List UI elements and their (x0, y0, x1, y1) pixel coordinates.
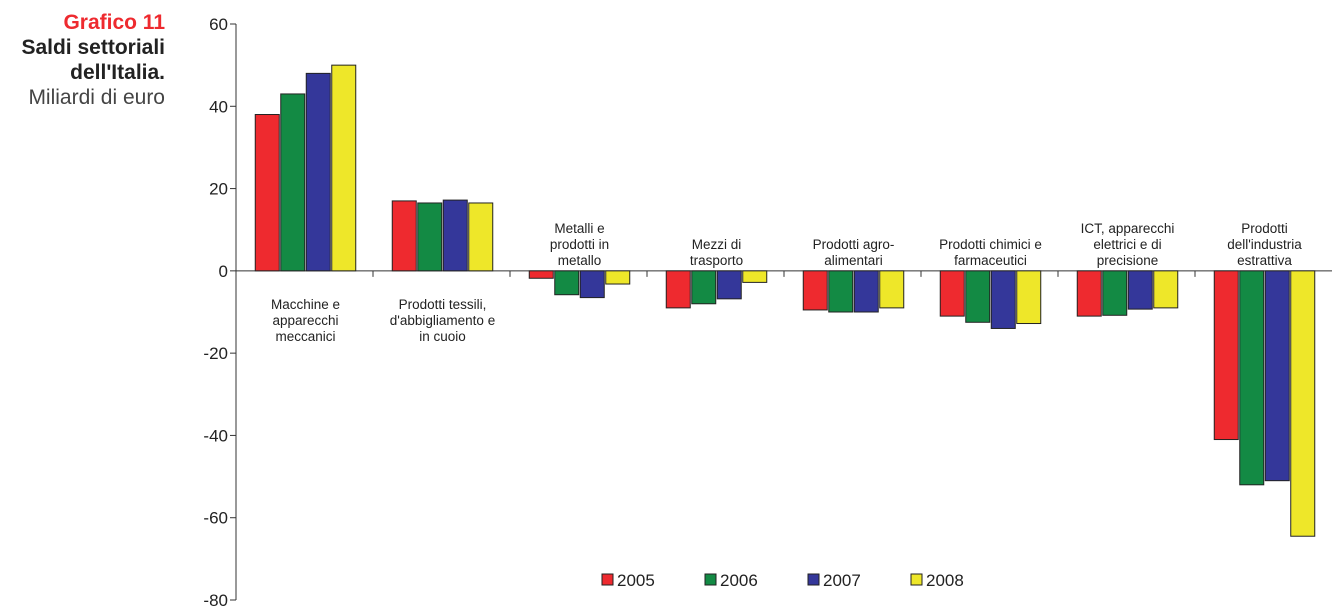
bar-2006-cat-2 (554, 270, 580, 296)
category-label: Prodotti tessili, (399, 297, 487, 312)
category-label: alimentari (824, 253, 883, 268)
category-label: prodotti in (550, 237, 609, 252)
category-label: precisione (1097, 253, 1159, 268)
bar-2007-cat-7 (1264, 270, 1290, 482)
bar-2007-cat-1 (442, 199, 468, 272)
bar-2006-cat-5 (965, 270, 991, 323)
category-label: Prodotti chimici e (939, 237, 1042, 252)
category-label: Metalli e (554, 221, 604, 236)
caption-title-line-1: Saldi settoriali (21, 36, 165, 59)
category-label: in cuoio (419, 329, 466, 344)
bar-2005-cat-1 (391, 200, 417, 272)
legend-label-2007: 2007 (823, 571, 861, 590)
bar-2007-cat-6 (1127, 270, 1153, 310)
legend-swatch-2006 (704, 573, 717, 586)
bar-2005-cat-5 (939, 270, 965, 317)
legend-swatch-2007 (807, 573, 820, 586)
bar-2007-cat-0 (305, 72, 331, 272)
y-tick-label: -80 (203, 591, 228, 608)
bar-2008-cat-0 (331, 64, 357, 272)
bar-2008-cat-2 (605, 270, 631, 285)
bar-2006-cat-6 (1102, 270, 1128, 316)
y-tick-label: -40 (203, 426, 228, 445)
bar-2006-cat-7 (1239, 270, 1265, 486)
bar-2008-cat-7 (1290, 270, 1316, 537)
category-label: metallo (558, 253, 602, 268)
category-label: Mezzi di (692, 237, 742, 252)
bar-2005-cat-2 (528, 270, 554, 279)
caption-unit: Miliardi di euro (28, 86, 165, 109)
legend-swatch-2008 (910, 573, 923, 586)
legend-label-2008: 2008 (926, 571, 964, 590)
category-label: dell'industria (1227, 237, 1302, 252)
bar-2006-cat-4 (828, 270, 854, 313)
category-label: Prodotti agro- (813, 237, 895, 252)
bar-2006-cat-3 (691, 270, 717, 305)
bar-2007-cat-4 (853, 270, 879, 313)
category-label: trasporto (690, 253, 743, 268)
category-label: Macchine e (271, 297, 340, 312)
caption-title-line-2: dell'Italia. (70, 61, 165, 84)
bar-2007-cat-5 (990, 270, 1016, 329)
bar-2007-cat-3 (716, 270, 742, 300)
bar-2006-cat-0 (280, 93, 306, 272)
bar-2008-cat-6 (1153, 270, 1179, 309)
legend-label-2006: 2006 (720, 571, 758, 590)
category-label: elettrici e di (1093, 237, 1161, 252)
bar-2005-cat-6 (1076, 270, 1102, 317)
legend-swatch-2005 (601, 573, 614, 586)
bar-2006-cat-1 (417, 202, 443, 272)
bar-2005-cat-0 (254, 114, 280, 272)
category-label: farmaceutici (954, 253, 1027, 268)
bar-2005-cat-4 (802, 270, 828, 311)
legend-label-2005: 2005 (617, 571, 655, 590)
category-label: meccanici (275, 329, 335, 344)
category-label: apparecchi (272, 313, 338, 328)
bar-2007-cat-2 (579, 270, 605, 299)
chart-caption: Grafico 11 Saldi settoriali dell'Italia.… (21, 10, 165, 110)
y-tick-label: 0 (219, 262, 228, 281)
y-tick-label: 40 (209, 97, 228, 116)
category-label: Prodotti (1241, 221, 1288, 236)
y-tick-label: 20 (209, 180, 228, 199)
bar-2008-cat-1 (468, 202, 494, 272)
bar-2008-cat-4 (879, 270, 905, 309)
y-tick-label: -60 (203, 509, 228, 528)
caption-number: Grafico 11 (63, 11, 165, 34)
bar-2005-cat-3 (665, 270, 691, 309)
bar-2008-cat-3 (742, 270, 768, 283)
y-tick-label: 60 (209, 15, 228, 34)
category-label: ICT, apparecchi (1081, 221, 1175, 236)
category-label: estrattiva (1237, 253, 1292, 268)
bar-2008-cat-5 (1016, 270, 1042, 325)
bar-2005-cat-7 (1213, 270, 1239, 441)
y-tick-label: -20 (203, 344, 228, 363)
category-label: d'abbigliamento e (390, 313, 495, 328)
